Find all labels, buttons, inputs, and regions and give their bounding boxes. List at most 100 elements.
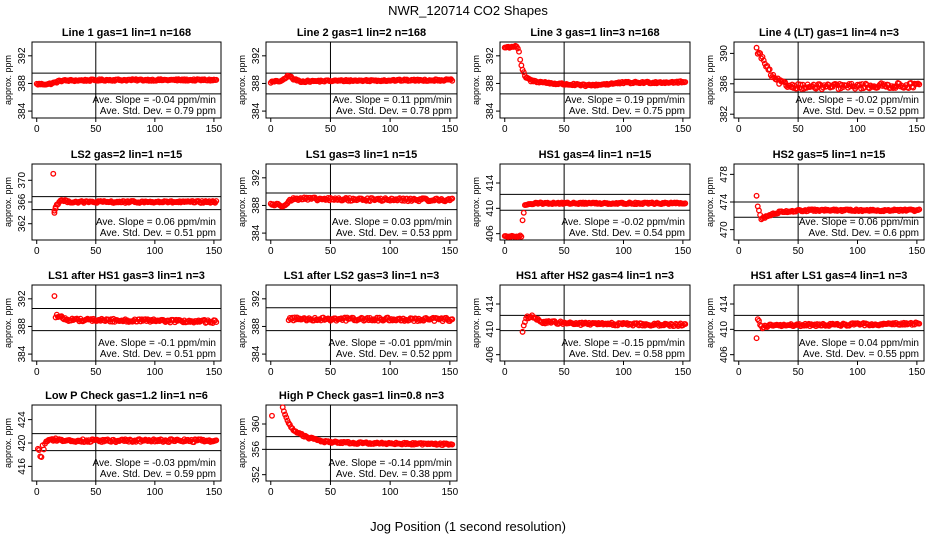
- y-tick-label: 388: [17, 318, 28, 335]
- y-axis-label: approx. ppm: [3, 55, 13, 105]
- data-series: [501, 199, 689, 240]
- slope-annotation: Ave. Slope = 0.11 ppm/min: [333, 95, 452, 106]
- x-tick-label: 150: [206, 487, 223, 498]
- y-tick-label: 384: [17, 345, 28, 362]
- std-dev-annotation: Ave. Std. Dev. = 0.55 ppm: [803, 349, 919, 360]
- y-tick-label: 410: [485, 321, 496, 338]
- x-tick-label: 150: [441, 487, 458, 498]
- data-point: [529, 77, 536, 84]
- data-point: [916, 320, 923, 327]
- y-tick-label: 410: [485, 200, 496, 217]
- panel-title: HS1 after LS1 gas=4 lin=1 n=3: [751, 270, 908, 282]
- y-tick-label: 406: [485, 346, 496, 363]
- slope-annotation: Ave. Slope = 0.03 ppm/min: [332, 217, 452, 228]
- y-tick-label: 392: [17, 290, 28, 307]
- x-tick-label: 100: [849, 246, 866, 257]
- std-dev-annotation: Ave. Std. Dev. = 0.38 ppm: [336, 469, 452, 480]
- x-tick-label: 150: [206, 124, 223, 135]
- y-axis-label: approx. ppm: [3, 418, 13, 468]
- slope-annotation: Ave. Slope = -0.03 ppm/min: [93, 458, 217, 469]
- plot-frame: [265, 163, 458, 241]
- data-series: [501, 42, 689, 90]
- x-tick-label: 0: [502, 124, 508, 135]
- std-dev-annotation: Ave. Std. Dev. = 0.75 ppm: [569, 106, 685, 117]
- data-point: [449, 77, 456, 84]
- y-tick-label: 360: [251, 415, 262, 432]
- plot-frame: [499, 284, 691, 362]
- panel-3: Line 3 gas=1 lin=3 n=168 0 50 100 150 384 388 3…: [471, 27, 692, 135]
- x-tick-label: 0: [34, 246, 40, 257]
- std-dev-annotation: Ave. Std. Dev. = 0.52 ppm: [336, 349, 452, 360]
- data-series: [34, 435, 220, 460]
- data-point: [34, 445, 41, 452]
- data-point: [520, 322, 527, 329]
- x-tick-label: 100: [849, 367, 866, 378]
- std-dev-annotation: Ave. Std. Dev. = 0.78 ppm: [336, 106, 452, 117]
- figure-title: NWR_120714 CO2 Shapes: [388, 3, 548, 18]
- plot-frame: [499, 41, 691, 119]
- data-point: [519, 217, 526, 224]
- y-tick-label: 388: [251, 75, 262, 92]
- slope-annotation: Ave. Slope = -0.04 ppm/min: [93, 95, 217, 106]
- data-point: [682, 79, 689, 85]
- y-axis-label: approx. ppm: [237, 55, 247, 105]
- x-tick-label: 0: [736, 367, 742, 378]
- y-tick-label: 414: [485, 295, 496, 312]
- slope-annotation: Ave. Slope = -0.15 ppm/min: [562, 338, 686, 349]
- data-point: [213, 76, 220, 83]
- data-point: [682, 200, 689, 207]
- x-tick-label: 50: [325, 487, 337, 498]
- data-point: [753, 192, 760, 199]
- panel-title: Low P Check gas=1.2 lin=1 n=6: [45, 390, 208, 402]
- y-tick-label: 384: [251, 102, 262, 119]
- panel-title: HS2 gas=5 lin=1 n=15: [773, 149, 886, 161]
- panel-5: LS2 gas=2 lin=1 n=15 0 50 100 150 362 366 370 ap…: [3, 149, 223, 257]
- data-series: [269, 404, 456, 449]
- data-point: [766, 66, 773, 73]
- x-tick-label: 0: [502, 246, 508, 257]
- x-tick-label: 0: [268, 124, 274, 135]
- data-point: [517, 232, 524, 239]
- x-tick-label: 150: [441, 124, 458, 135]
- y-tick-label: 392: [251, 47, 262, 64]
- data-point: [916, 81, 923, 88]
- x-tick-label: 0: [34, 124, 40, 135]
- data-point: [51, 293, 58, 300]
- panel-2: Line 2 gas=1 lin=2 n=168 0 50 100 150 384 388 3…: [237, 27, 459, 135]
- data-point: [682, 321, 689, 328]
- x-tick-label: 0: [736, 124, 742, 135]
- y-axis-label: approx. ppm: [237, 298, 247, 348]
- panel-7: HS1 gas=4 lin=1 n=15 0 50 100 150 406 410 414 ap…: [471, 149, 692, 257]
- x-tick-label: 50: [90, 124, 102, 135]
- data-point: [283, 414, 290, 421]
- panel-title: LS1 gas=3 lin=1 n=15: [306, 149, 418, 161]
- data-point: [516, 48, 522, 55]
- slope-annotation: Ave. Slope = 0.06 ppm/min: [96, 217, 216, 228]
- x-tick-label: 150: [206, 367, 223, 378]
- y-tick-label: 406: [719, 346, 730, 363]
- x-tick-label: 50: [559, 246, 571, 257]
- x-tick-label: 100: [849, 124, 866, 135]
- data-point: [38, 454, 45, 460]
- slope-annotation: Ave. Slope = -0.02 ppm/min: [562, 217, 686, 228]
- x-tick-label: 50: [793, 246, 805, 257]
- y-tick-label: 384: [251, 224, 262, 241]
- data-point: [760, 57, 767, 64]
- x-tick-label: 50: [325, 124, 337, 135]
- x-tick-label: 100: [382, 246, 399, 257]
- x-tick-label: 50: [559, 367, 571, 378]
- y-tick-label: 424: [17, 411, 28, 428]
- x-tick-label: 150: [909, 246, 926, 257]
- x-tick-label: 0: [268, 246, 274, 257]
- y-axis-label: approx. ppm: [237, 418, 247, 468]
- plot-frame: [265, 404, 458, 482]
- data-point: [280, 408, 287, 415]
- x-tick-label: 100: [382, 124, 399, 135]
- std-dev-annotation: Ave. Std. Dev. = 0.51 ppm: [100, 349, 216, 360]
- y-tick-label: 384: [485, 102, 496, 119]
- x-tick-label: 0: [736, 246, 742, 257]
- x-tick-label: 150: [909, 124, 926, 135]
- x-tick-label: 0: [268, 367, 274, 378]
